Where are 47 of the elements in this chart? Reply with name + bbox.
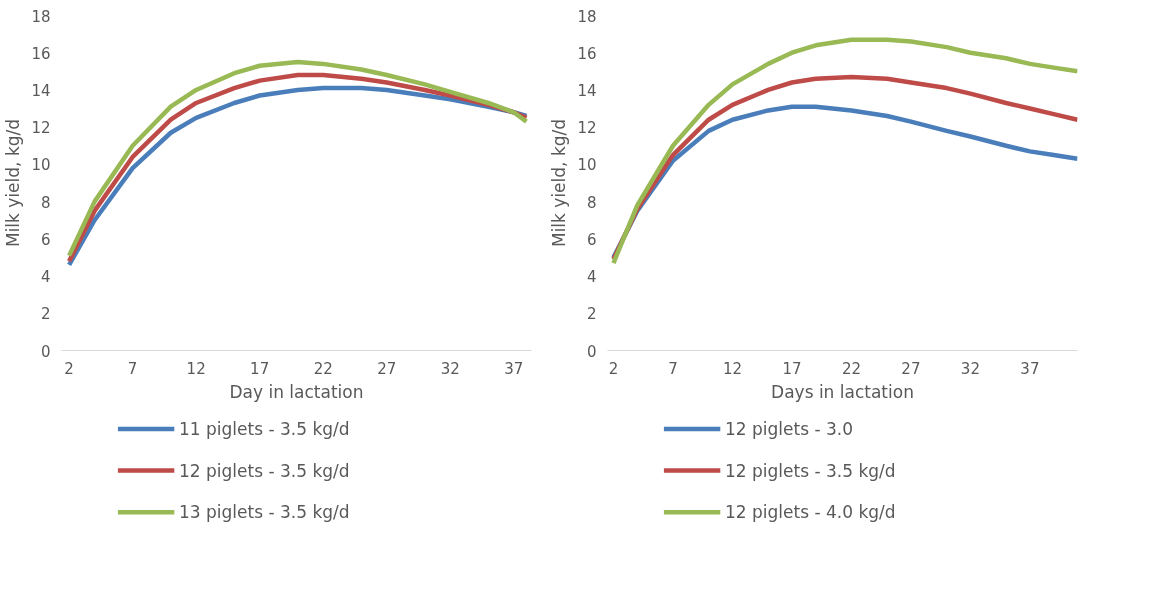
y-tick-label: 10 [577,156,597,175]
y-tick-label: 6 [40,230,51,249]
x-tick-label: 32 [440,359,460,378]
y-tick-label: 8 [586,193,597,212]
legend-label: 13 piglets - 3.5 kg/d [179,502,350,523]
legend-label: 11 piglets - 3.5 kg/d [179,419,350,439]
x-tick-label: 12 [722,359,742,378]
legend-label: 12 piglets - 3.5 kg/d [725,460,896,481]
y-tick-label: 4 [586,268,597,287]
x-tick-label: 37 [504,359,524,378]
y-tick-label: 0 [40,342,51,361]
x-tick-label: 22 [313,359,333,378]
x-axis-title: Days in lactation [771,381,914,402]
y-tick-label: 8 [40,193,51,212]
x-tick-label: 27 [377,359,397,378]
y-tick-label: 6 [586,230,597,249]
x-tick-label: 17 [782,359,802,378]
legend-label: 12 piglets - 3.0 [725,419,854,439]
y-axis-title: Milk yield, kg/d [3,118,24,248]
x-tick-label: 22 [841,359,861,378]
x-tick-label: 2 [608,359,619,378]
y-axis-title: Milk yield, kg/d [549,118,570,248]
y-tick-label: 16 [31,44,51,63]
y-tick-label: 4 [40,268,51,287]
x-tick-label: 7 [668,359,678,378]
legend-label: 12 piglets - 3.5 kg/d [179,460,350,481]
y-tick-label: 18 [577,7,597,26]
x-tick-label: 17 [250,359,270,378]
x-axis-title: Day in lactation [229,381,364,402]
y-tick-label: 14 [31,81,51,100]
y-tick-label: 18 [31,7,51,26]
x-tick-label: 27 [901,359,921,378]
y-tick-label: 0 [586,342,597,361]
y-tick-label: 2 [586,305,597,324]
x-tick-label: 12 [186,359,206,378]
y-tick-label: 2 [40,305,51,324]
line-series [611,37,1078,266]
y-tick-label: 12 [31,119,51,138]
y-tick-label: 10 [31,156,51,175]
y-tick-label: 12 [577,119,597,138]
x-tick-label: 37 [1020,359,1040,378]
x-tick-label: 32 [960,359,980,378]
legend-label: 12 piglets - 4.0 kg/d [725,502,896,523]
x-tick-label: 7 [127,359,138,378]
y-tick-label: 16 [577,44,597,63]
x-tick-label: 2 [64,359,74,378]
y-tick-label: 14 [577,81,597,100]
